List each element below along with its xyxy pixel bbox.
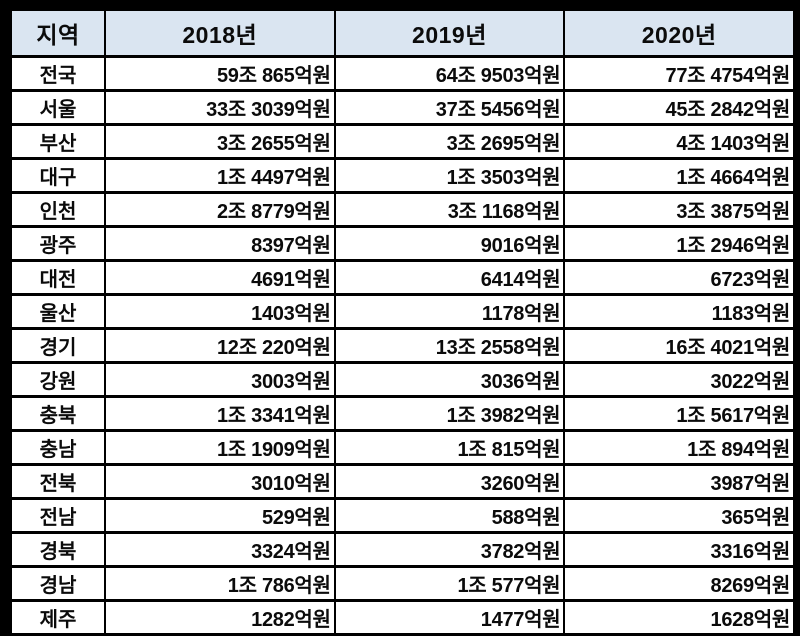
value-cell-2018: 3010억원 [103, 463, 336, 500]
value-cell-2018: 1조 3341억원 [103, 395, 336, 432]
value-cell-2019: 3조 1168억원 [333, 191, 566, 228]
value-cell-2018: 529억원 [103, 497, 336, 534]
table-row: 대구 1조 4497억원 1조 3503억원 1조 4664억원 [10, 157, 795, 194]
value-cell-2020: 1183억원 [563, 293, 795, 330]
table-row: 전국 59조 865억원 64조 9503억원 77조 4754억원 [10, 55, 795, 92]
table-row: 인천 2조 8779억원 3조 1168억원 3조 3875억원 [10, 191, 795, 228]
value-cell-2019: 6414억원 [333, 259, 566, 296]
value-cell-2018: 1조 1909억원 [103, 429, 336, 466]
region-cell: 인천 [10, 191, 106, 228]
table-row: 경남 1조 786억원 1조 577억원 8269억원 [10, 565, 795, 602]
value-cell-2019: 3036억원 [333, 361, 566, 398]
value-cell-2018: 12조 220억원 [103, 327, 336, 364]
value-cell-2019: 13조 2558억원 [333, 327, 566, 364]
table-row: 대전 4691억원 6414억원 6723억원 [10, 259, 795, 296]
value-cell-2018: 33조 3039억원 [103, 89, 336, 126]
column-header-2019: 2019년 [333, 8, 566, 58]
value-cell-2018: 3324억원 [103, 531, 336, 568]
value-cell-2020: 1628억원 [563, 599, 795, 636]
region-cell: 강원 [10, 361, 106, 398]
value-cell-2019: 1477억원 [333, 599, 566, 636]
region-cell: 제주 [10, 599, 106, 636]
value-cell-2019: 3조 2695억원 [333, 123, 566, 160]
table-row: 광주 8397억원 9016억원 1조 2946억원 [10, 225, 795, 262]
value-cell-2018: 8397억원 [103, 225, 336, 262]
table-row: 전북 3010억원 3260억원 3987억원 [10, 463, 795, 500]
table-row: 부산 3조 2655억원 3조 2695억원 4조 1403억원 [10, 123, 795, 160]
table-row: 경북 3324억원 3782억원 3316억원 [10, 531, 795, 568]
value-cell-2020: 1조 4664억원 [563, 157, 795, 194]
value-cell-2020: 365억원 [563, 497, 795, 534]
value-cell-2019: 1조 815억원 [333, 429, 566, 466]
value-cell-2018: 3003억원 [103, 361, 336, 398]
value-cell-2019: 64조 9503억원 [333, 55, 566, 92]
table-row: 경기 12조 220억원 13조 2558억원 16조 4021억원 [10, 327, 795, 364]
value-cell-2019: 1178억원 [333, 293, 566, 330]
table-header: 지역 2018년 2019년 2020년 [10, 8, 795, 58]
region-cell: 충북 [10, 395, 106, 432]
region-cell: 부산 [10, 123, 106, 160]
value-cell-2019: 3260억원 [333, 463, 566, 500]
value-cell-2020: 3022억원 [563, 361, 795, 398]
value-cell-2020: 4조 1403억원 [563, 123, 795, 160]
value-cell-2018: 3조 2655억원 [103, 123, 336, 160]
column-header-2018: 2018년 [103, 8, 336, 58]
table-body: 전국 59조 865억원 64조 9503억원 77조 4754억원 서울 33… [10, 55, 795, 636]
value-cell-2020: 3조 3875억원 [563, 191, 795, 228]
table-row: 강원 3003억원 3036억원 3022억원 [10, 361, 795, 398]
value-cell-2018: 2조 8779억원 [103, 191, 336, 228]
value-cell-2020: 1조 2946억원 [563, 225, 795, 262]
column-header-region: 지역 [10, 8, 106, 58]
regional-yearly-amount-table: 지역 2018년 2019년 2020년 전국 59조 865억원 64조 95… [10, 8, 795, 636]
region-cell: 대전 [10, 259, 106, 296]
value-cell-2018: 4691억원 [103, 259, 336, 296]
table-row: 충남 1조 1909억원 1조 815억원 1조 894억원 [10, 429, 795, 466]
region-cell: 대구 [10, 157, 106, 194]
table-row: 충북 1조 3341억원 1조 3982억원 1조 5617억원 [10, 395, 795, 432]
value-cell-2018: 59조 865억원 [103, 55, 336, 92]
region-cell: 전북 [10, 463, 106, 500]
value-cell-2019: 1조 577억원 [333, 565, 566, 602]
value-cell-2019: 1조 3503억원 [333, 157, 566, 194]
region-cell: 울산 [10, 293, 106, 330]
header-row: 지역 2018년 2019년 2020년 [10, 8, 795, 58]
value-cell-2018: 1403억원 [103, 293, 336, 330]
table-row: 전남 529억원 588억원 365억원 [10, 497, 795, 534]
value-cell-2019: 37조 5456억원 [333, 89, 566, 126]
value-cell-2020: 1조 894억원 [563, 429, 795, 466]
value-cell-2019: 588억원 [333, 497, 566, 534]
value-cell-2019: 1조 3982억원 [333, 395, 566, 432]
value-cell-2019: 3782억원 [333, 531, 566, 568]
column-header-2020: 2020년 [563, 8, 795, 58]
region-cell: 경기 [10, 327, 106, 364]
value-cell-2020: 6723억원 [563, 259, 795, 296]
value-cell-2018: 1조 786억원 [103, 565, 336, 602]
value-cell-2018: 1조 4497억원 [103, 157, 336, 194]
region-cell: 전국 [10, 55, 106, 92]
region-cell: 경북 [10, 531, 106, 568]
region-cell: 광주 [10, 225, 106, 262]
table-row: 제주 1282억원 1477억원 1628억원 [10, 599, 795, 636]
table-row: 서울 33조 3039억원 37조 5456억원 45조 2842억원 [10, 89, 795, 126]
value-cell-2020: 1조 5617억원 [563, 395, 795, 432]
value-cell-2020: 8269억원 [563, 565, 795, 602]
table-row: 울산 1403억원 1178억원 1183억원 [10, 293, 795, 330]
value-cell-2020: 16조 4021억원 [563, 327, 795, 364]
value-cell-2020: 77조 4754억원 [563, 55, 795, 92]
region-cell: 전남 [10, 497, 106, 534]
value-cell-2020: 3987억원 [563, 463, 795, 500]
region-cell: 충남 [10, 429, 106, 466]
value-cell-2018: 1282억원 [103, 599, 336, 636]
region-cell: 서울 [10, 89, 106, 126]
value-cell-2019: 9016억원 [333, 225, 566, 262]
value-cell-2020: 45조 2842억원 [563, 89, 795, 126]
region-cell: 경남 [10, 565, 106, 602]
value-cell-2020: 3316억원 [563, 531, 795, 568]
